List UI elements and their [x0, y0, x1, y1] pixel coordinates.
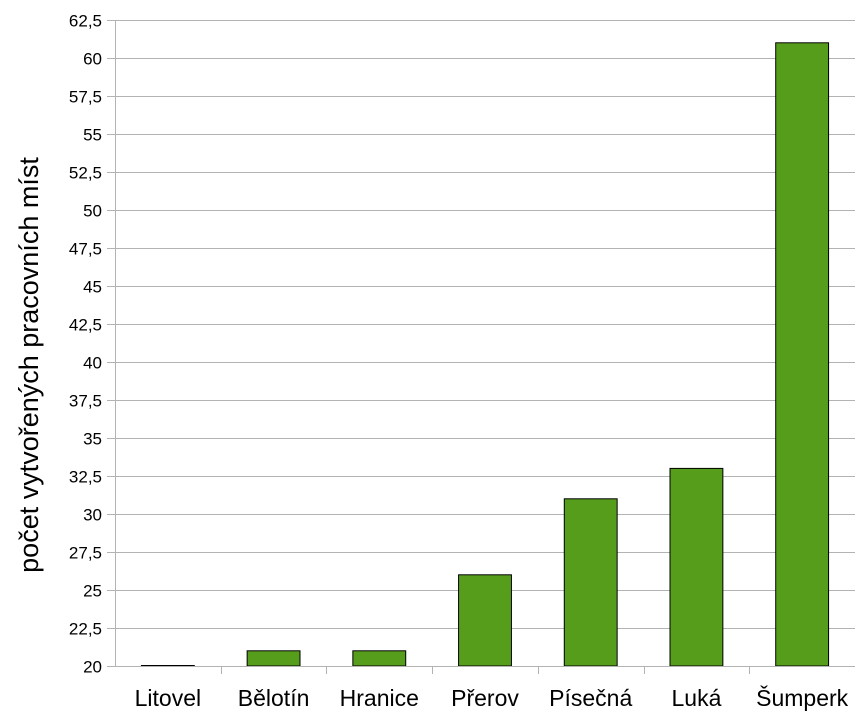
- y-tick-label: 20: [83, 658, 102, 677]
- y-tick-label: 45: [83, 278, 102, 297]
- x-tick-label: Šumperk: [756, 684, 849, 711]
- y-tick-label: 47,5: [69, 240, 102, 259]
- y-tick-label: 55: [83, 126, 102, 145]
- y-tick-label: 60: [83, 50, 102, 69]
- y-tick-label: 42,5: [69, 316, 102, 335]
- y-axis-title: počet vytvořených pracovních míst: [14, 157, 44, 573]
- y-tick-label: 52,5: [69, 164, 102, 183]
- bar: [669, 467, 724, 667]
- x-tick-label: Hranice: [340, 685, 419, 711]
- x-tick-label: Litovel: [135, 685, 201, 711]
- y-tick-label: 35: [83, 430, 102, 449]
- x-tick-label: Písečná: [549, 685, 632, 711]
- y-tick-label: 25: [83, 582, 102, 601]
- bar: [352, 650, 407, 667]
- y-tick-label: 50: [83, 202, 102, 221]
- bar: [775, 42, 830, 667]
- y-tick-label: 30: [83, 506, 102, 525]
- x-tick-labels: Litovel Bělotín Hranice Přerov Písečná Luká Šu…: [135, 684, 849, 711]
- gridlines: [115, 20, 855, 629]
- x-tick-label: Přerov: [451, 685, 519, 711]
- y-tick-label: 22,5: [69, 620, 102, 639]
- y-tick-label: 37,5: [69, 392, 102, 411]
- bar: [140, 665, 195, 667]
- y-tick-labels: 20 22,5 25 27,5 30 32,5 35 37,5 40 42,5 45 47,5 50 52…: [69, 12, 102, 677]
- bar: [246, 650, 301, 667]
- y-tick-label: 62,5: [69, 12, 102, 31]
- axes: [107, 20, 855, 674]
- y-tick-label: 32,5: [69, 468, 102, 487]
- bar: [458, 574, 512, 667]
- x-tick-label: Luká: [671, 685, 721, 711]
- y-tick-label: 27,5: [69, 544, 102, 563]
- y-tick-label: 57,5: [69, 88, 102, 107]
- bar: [563, 498, 618, 667]
- x-tick-label: Bělotín: [238, 685, 310, 711]
- y-tick-label: 40: [83, 354, 102, 373]
- bars: [140, 42, 830, 667]
